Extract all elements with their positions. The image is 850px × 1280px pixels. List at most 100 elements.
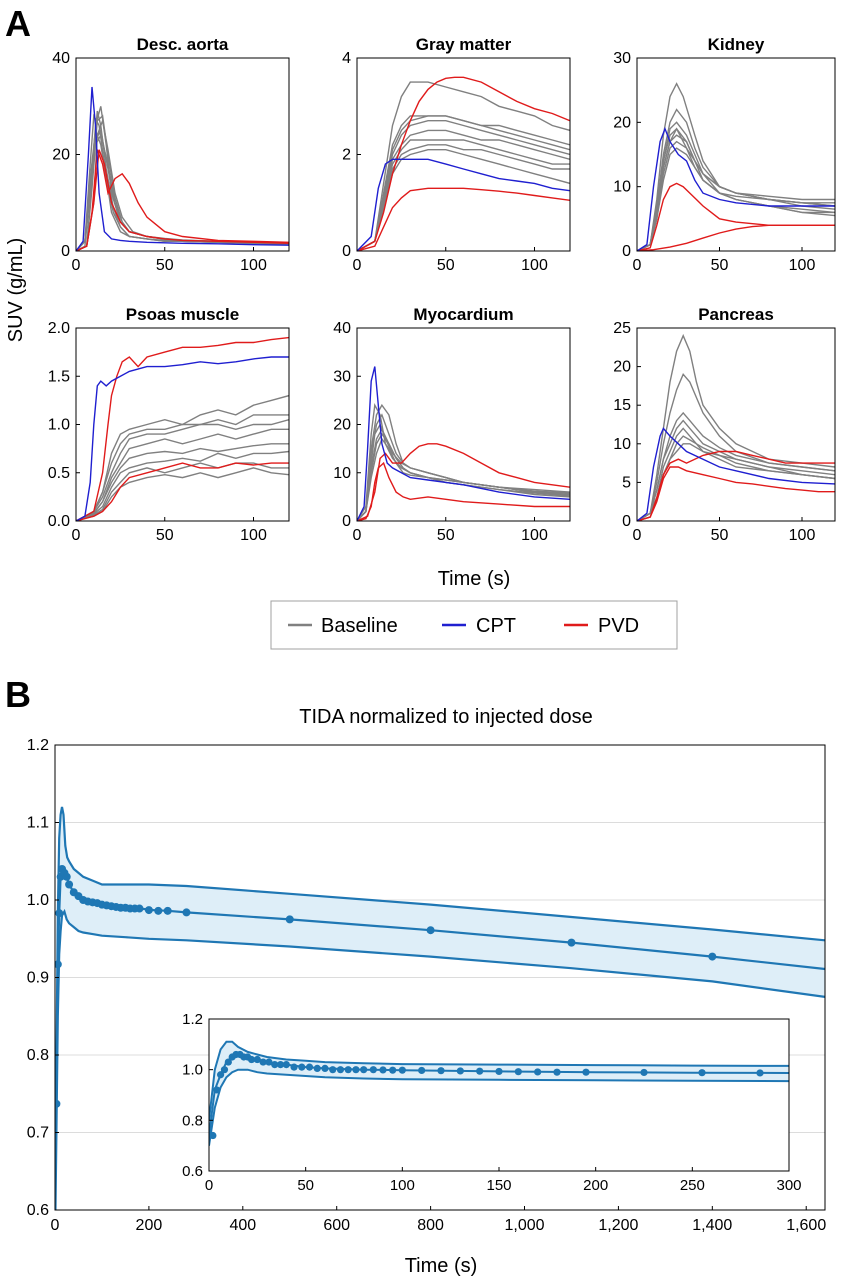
x-tick-label: 100 — [240, 257, 267, 274]
x-tick-label: 0 — [353, 527, 362, 544]
data-point — [65, 880, 74, 889]
subplot-5-area — [637, 333, 835, 521]
cpt-line — [357, 158, 570, 251]
x-tick-label: 100 — [240, 527, 267, 544]
tida-inset-bg — [209, 1019, 789, 1171]
y-tick-label: 30 — [613, 50, 631, 67]
data-point — [220, 1066, 229, 1074]
x-tick-label: 1,200 — [598, 1217, 638, 1234]
cpt-line — [76, 356, 289, 521]
x-tick-label: 50 — [156, 527, 174, 544]
x-tick-label: 50 — [711, 527, 729, 544]
y-tick-label: 1.0 — [27, 892, 49, 909]
data-point — [55, 1099, 61, 1108]
subplot-0-area — [76, 86, 289, 251]
subplot-title: Kidney — [708, 35, 765, 54]
data-point — [253, 1055, 261, 1064]
subplot-5-frame — [636, 327, 836, 522]
y-tick-label: 0 — [342, 513, 351, 530]
data-point — [756, 1069, 764, 1077]
data-point — [534, 1068, 542, 1076]
data-point — [476, 1067, 484, 1075]
cpt-line — [357, 366, 570, 521]
y-tick-label: 0.6 — [27, 1202, 49, 1219]
baseline-line — [637, 427, 835, 521]
baseline-line — [357, 149, 570, 251]
x-tick-label: 100 — [521, 527, 548, 544]
baseline-line — [76, 414, 289, 521]
baseline-line — [357, 437, 570, 521]
subplot-1: 0 50 100 0 2 4 Gray matter — [342, 35, 571, 274]
pvd-line — [357, 443, 570, 521]
y-tick-label: 2.0 — [48, 320, 70, 337]
x-tick-label: 200 — [583, 1177, 608, 1194]
subplot-title: Pancreas — [698, 305, 774, 324]
data-point — [276, 1061, 285, 1069]
data-point — [456, 1067, 464, 1075]
data-point — [640, 1068, 648, 1077]
subplot-3: 0 50 100 0.0 0.5 1.0 1.5 2.0 Psoas muscle — [48, 305, 290, 544]
upper-bound-line — [55, 806, 825, 1210]
baseline-line — [357, 139, 570, 251]
data-point — [144, 906, 153, 915]
subplot-1-area — [357, 76, 570, 251]
data-point — [426, 926, 435, 935]
x-tick-label: 250 — [680, 1177, 705, 1194]
y-tick-label: 0.9 — [27, 970, 49, 987]
pvd-line — [357, 461, 570, 521]
y-tick-label: 40 — [52, 50, 70, 67]
pvd-line — [76, 462, 289, 521]
y-tick-label: 0.6 — [182, 1163, 203, 1180]
y-tick-label: 20 — [613, 359, 631, 376]
data-point — [265, 1058, 273, 1066]
y-tick-label: 0.8 — [27, 1047, 49, 1064]
data-point — [321, 1064, 329, 1072]
y-tick-label: 0.0 — [48, 513, 70, 530]
baseline-line — [76, 443, 289, 521]
y-tick-label: 2 — [342, 147, 351, 164]
data-point — [213, 1086, 221, 1094]
subplot-4: 0 50 100 0 10 20 30 40 Myocardium — [333, 305, 571, 544]
data-point — [329, 1066, 337, 1074]
x-tick-label: 50 — [156, 257, 174, 274]
y-tick-label: 0 — [622, 513, 631, 530]
data-point — [495, 1067, 503, 1076]
data-point — [553, 1068, 561, 1076]
x-tick-label: 200 — [136, 1217, 163, 1234]
pvd-line — [76, 149, 289, 251]
y-tick-label: 25 — [613, 320, 631, 337]
y-tick-label: 4 — [342, 50, 351, 67]
x-tick-label: 150 — [486, 1177, 511, 1194]
x-tick-label: 100 — [390, 1177, 415, 1194]
data-point — [379, 1066, 387, 1074]
x-tick-label: 1,000 — [504, 1217, 544, 1234]
data-point — [708, 952, 717, 961]
pvd-line — [637, 450, 835, 521]
data-point — [418, 1066, 426, 1075]
data-point — [217, 1071, 225, 1079]
data-point — [182, 908, 191, 917]
pvd-line — [637, 182, 835, 251]
data-point — [209, 1131, 217, 1140]
x-tick-label: 0 — [205, 1177, 213, 1194]
data-point — [360, 1066, 368, 1074]
y-tick-label: 1.5 — [48, 368, 70, 385]
legend-label-cpt: CPT — [476, 615, 516, 637]
panel-a-letter: A — [5, 3, 31, 44]
tida-inset-area — [209, 1040, 789, 1146]
y-tick-label: 0.5 — [48, 465, 70, 482]
legend-label-baseline: Baseline — [321, 615, 398, 637]
data-point — [437, 1067, 445, 1075]
legend-box — [270, 600, 678, 650]
pvd-line — [76, 149, 289, 251]
y-tick-label: 0 — [61, 243, 70, 260]
subplot-2-area — [637, 82, 835, 251]
baseline-line — [637, 127, 835, 251]
data-point — [336, 1066, 345, 1074]
x-tick-label: 50 — [297, 1177, 314, 1194]
tida-main: 0 200 400 600 800 1,000 1,200 1,400 1,600 0.6 0.7 0… — [27, 737, 827, 1234]
data-point — [298, 1063, 306, 1071]
lower-bound-line — [55, 908, 825, 1210]
data-point — [305, 1063, 314, 1071]
